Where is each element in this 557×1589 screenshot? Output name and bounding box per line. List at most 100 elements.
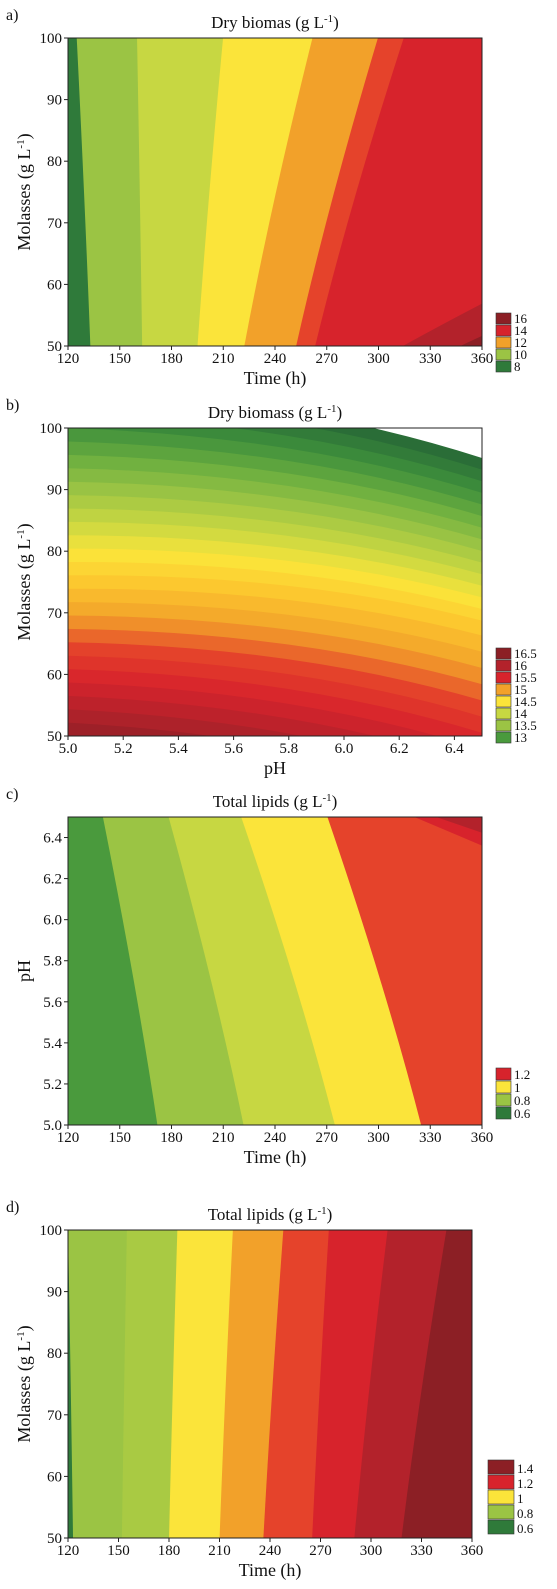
y-tick-label: 6.4: [43, 831, 62, 847]
y-tick-label: 70: [47, 216, 62, 232]
legend-swatch: [495, 336, 512, 349]
y-tick-label: 80: [47, 544, 62, 560]
legend-label: 1: [517, 1491, 524, 1506]
y-tick-label: 60: [47, 1469, 62, 1485]
chart-panel-3: 120 150 180 210 240 270 300 330 360 5.0 5.2 5.4 5.6 5…: [6, 786, 531, 1168]
x-tick-label: 150: [107, 1543, 130, 1559]
x-tick-label: 240: [259, 1543, 282, 1559]
chart-panel-4: 120 150 180 210 240 270 300 330 360 50 60 70 80 90 100…: [6, 1199, 534, 1581]
x-tick-label: 240: [264, 351, 287, 367]
legend-swatch: [495, 324, 512, 337]
legend-label: 0.6: [517, 1521, 534, 1536]
legend-label: 13.5: [514, 718, 537, 733]
y-tick-label: 60: [47, 277, 62, 293]
x-tick-label: 150: [109, 1130, 132, 1146]
x-tick-label: 5.4: [169, 741, 188, 757]
legend: 1.41.210.80.6: [487, 1459, 534, 1536]
y-tick-label: 70: [47, 1408, 62, 1424]
panel-label: b): [6, 397, 19, 414]
legend-swatch: [495, 707, 512, 720]
x-tick-label: 180: [158, 1543, 181, 1559]
y-tick-label: 90: [47, 1285, 62, 1301]
legend: 1.210.80.6: [495, 1067, 531, 1121]
legend-swatch: [495, 695, 512, 708]
legend-label: 16.5: [514, 646, 537, 661]
contour-band-25: [68, 722, 211, 736]
chart-panel-2: 5.0 5.2 5.4 5.6 5.8 6.0 6.2 6.4 50 60 70 80 90 100 b) D…: [6, 397, 537, 778]
contour-band-6: [315, 38, 482, 346]
plot-area: [68, 817, 482, 1125]
legend-swatch: [487, 1504, 515, 1520]
chart-panel-1: 120 150 180 210 240 270 300 330 360 50 60 70 80 90 100…: [6, 7, 528, 389]
legend-label: 14: [514, 706, 528, 721]
legend-label: 16: [514, 311, 528, 326]
y-tick-label: 90: [47, 483, 62, 499]
contour-band-4: [327, 817, 482, 1125]
legend-swatch: [495, 1067, 512, 1081]
y-tick-label: 5.2: [43, 1077, 62, 1093]
y-tick-label: 80: [47, 154, 62, 170]
x-tick-label: 270: [316, 1130, 339, 1146]
contour-band-8: [401, 1230, 472, 1538]
y-tick-label: 70: [47, 606, 62, 622]
chart-title: Total lipids (g L-1): [208, 1205, 333, 1224]
legend-label: 10: [514, 347, 527, 362]
y-tick-label: 90: [47, 93, 62, 109]
y-tick-label: 5.6: [43, 995, 62, 1011]
x-tick-label: 120: [57, 351, 80, 367]
y-tick-label: 100: [40, 421, 63, 437]
x-tick-label: 240: [264, 1130, 287, 1146]
legend-label: 1.2: [517, 1476, 533, 1491]
panel-label: c): [6, 786, 18, 803]
y-tick-label: 5.0: [43, 1118, 62, 1134]
x-tick-label: 210: [212, 1130, 235, 1146]
legend-swatch: [495, 312, 512, 325]
x-tick-label: 330: [410, 1543, 433, 1559]
x-tick-label: 360: [471, 351, 494, 367]
y-tick-label: 5.8: [43, 954, 62, 970]
x-tick-label: 330: [419, 351, 442, 367]
x-tick-label: 6.0: [335, 741, 354, 757]
legend-label: 1.2: [514, 1067, 530, 1082]
legend-swatch: [487, 1459, 515, 1475]
legend-label: 15.5: [514, 670, 537, 685]
chart-title: Dry biomas (g L-1): [211, 13, 339, 32]
plot-area: [68, 1230, 472, 1538]
legend-label: 16: [514, 658, 528, 673]
legend-swatch: [495, 348, 512, 361]
y-tick-label: 5.4: [43, 1036, 62, 1052]
legend-label: 14: [514, 323, 528, 338]
legend-label: 12: [514, 335, 527, 350]
x-tick-label: 5.6: [224, 741, 243, 757]
y-tick-label: 50: [47, 729, 62, 745]
legend-swatch: [495, 647, 512, 660]
legend-swatch: [495, 683, 512, 696]
x-tick-label: 210: [208, 1543, 231, 1559]
y-tick-label: 6.2: [43, 872, 62, 888]
x-tick-label: 300: [360, 1543, 383, 1559]
y-tick-label: 80: [47, 1346, 62, 1362]
contour-band-8: [460, 335, 482, 346]
legend-swatch: [495, 360, 512, 373]
y-tick-label: 6.0: [43, 913, 62, 929]
panel-label: a): [6, 7, 18, 24]
contour-band-7: [402, 303, 482, 346]
legend-swatch: [495, 671, 512, 684]
x-tick-label: 270: [309, 1543, 332, 1559]
chart-title: Dry biomass (g L-1): [208, 403, 342, 422]
legend-swatch: [487, 1519, 515, 1535]
x-tick-label: 6.4: [445, 741, 464, 757]
x-tick-label: 300: [367, 351, 390, 367]
x-axis-label: pH: [264, 758, 286, 778]
x-tick-label: 150: [109, 351, 132, 367]
legend-label: 0.6: [514, 1106, 531, 1121]
legend-swatch: [487, 1474, 515, 1490]
legend-swatch: [495, 1080, 512, 1094]
y-axis-label: Molasses (g L-1): [14, 1325, 35, 1442]
legend-label: 8: [514, 359, 521, 374]
legend-label: 15: [514, 682, 527, 697]
x-tick-label: 180: [160, 1130, 183, 1146]
